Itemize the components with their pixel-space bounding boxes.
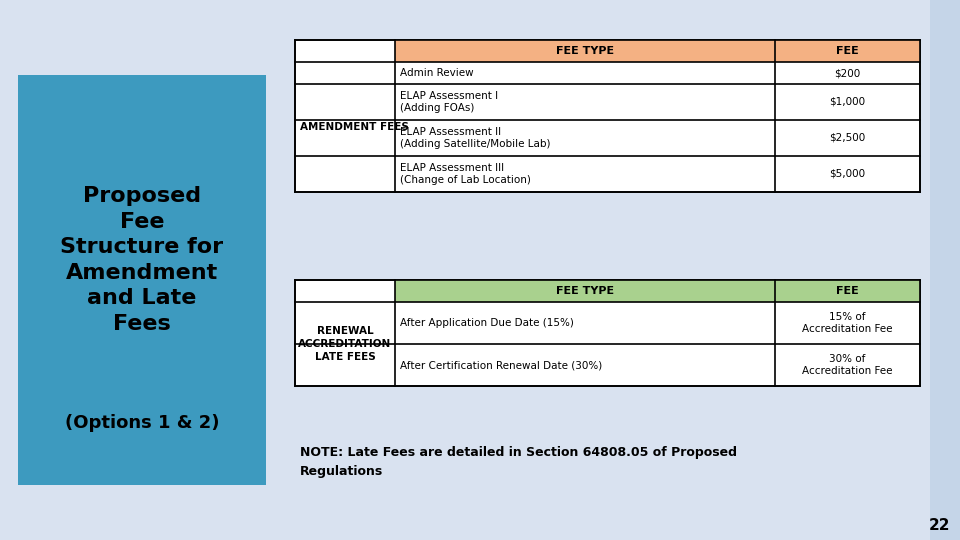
- Text: 22: 22: [929, 517, 950, 532]
- Text: ELAP Assessment I
(Adding FOAs): ELAP Assessment I (Adding FOAs): [400, 91, 498, 113]
- Text: Proposed
Fee
Structure for
Amendment
and Late
Fees: Proposed Fee Structure for Amendment and…: [60, 186, 224, 334]
- Text: (Options 1 & 2): (Options 1 & 2): [64, 415, 219, 433]
- Bar: [395, 280, 920, 302]
- Text: RENEWAL
ACCREDITATION
LATE FEES: RENEWAL ACCREDITATION LATE FEES: [299, 326, 392, 362]
- Text: $2,500: $2,500: [829, 133, 866, 143]
- Text: $200: $200: [834, 68, 860, 78]
- Text: AMENDMENT FEES: AMENDMENT FEES: [300, 122, 409, 132]
- Bar: [295, 280, 920, 386]
- Text: $1,000: $1,000: [829, 97, 866, 107]
- Text: FEE: FEE: [836, 46, 859, 56]
- Text: Admin Review: Admin Review: [400, 68, 473, 78]
- Text: After Application Due Date (15%): After Application Due Date (15%): [400, 318, 574, 328]
- Text: 30% of
Accreditation Fee: 30% of Accreditation Fee: [803, 354, 893, 376]
- Text: 15% of
Accreditation Fee: 15% of Accreditation Fee: [803, 312, 893, 334]
- Text: FEE: FEE: [836, 286, 859, 296]
- Text: After Certification Renewal Date (30%): After Certification Renewal Date (30%): [400, 360, 602, 370]
- Bar: [930, 0, 960, 540]
- Text: FEE TYPE: FEE TYPE: [556, 286, 614, 296]
- Bar: [18, 75, 266, 485]
- Text: ELAP Assessment III
(Change of Lab Location): ELAP Assessment III (Change of Lab Locat…: [400, 163, 531, 185]
- Text: FEE TYPE: FEE TYPE: [556, 46, 614, 56]
- Bar: [295, 40, 920, 192]
- Text: NOTE: Late Fees are detailed in Section 64808.05 of Proposed
Regulations: NOTE: Late Fees are detailed in Section …: [300, 446, 737, 478]
- Text: $5,000: $5,000: [829, 169, 866, 179]
- Bar: [395, 40, 920, 62]
- Text: ELAP Assessment II
(Adding Satellite/Mobile Lab): ELAP Assessment II (Adding Satellite/Mob…: [400, 127, 550, 149]
